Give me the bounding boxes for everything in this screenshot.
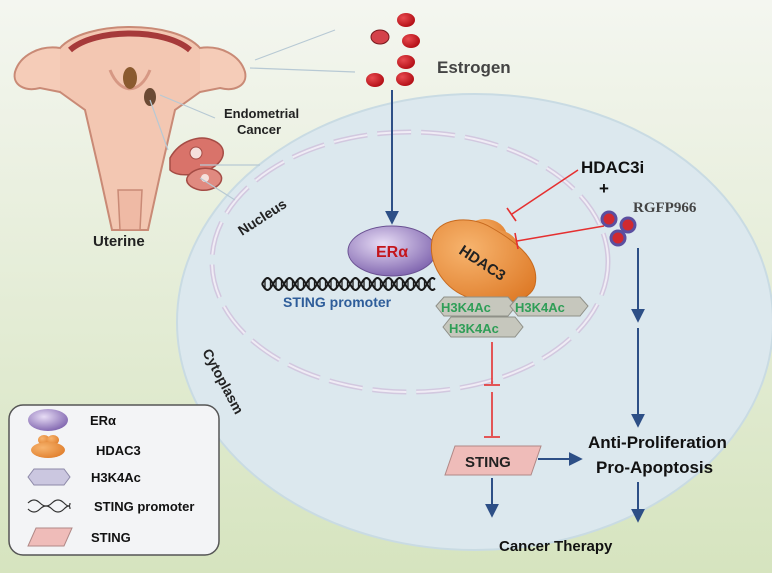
era-ellipse-icon [28,409,68,431]
uterine-label: Uterine [93,233,145,250]
nucleus-membrane-inner [211,131,609,393]
legend-label-hdac3: HDAC3 [96,443,141,458]
sting-parallelogram-icon [27,527,73,547]
legend-box [8,404,220,556]
sting-promoter-dna-icon [261,277,436,291]
estrogen-molecules-icon [366,13,420,87]
hdac3-protein [430,219,537,303]
uterus-icon [13,26,247,231]
pointer-lines [149,29,356,201]
anti-proliferation-label: Anti-Proliferation [588,433,727,452]
inhibition-lines [484,169,605,438]
legend: ERα HDAC3 H3K4Ac STING promoter STING [8,404,220,556]
endometrial-cancer-label-1: Endometrial [224,106,299,121]
hdac3i-label: HDAC3i [581,158,644,177]
era-label: ERα [376,244,408,261]
h3k4ac-group [435,296,589,338]
sting-box [444,445,542,476]
rgfp966-molecule-icon [600,210,637,247]
sting-label: STING [465,454,511,471]
activation-arrows [485,248,645,523]
cancer-therapy-label: Cancer Therapy [499,538,613,555]
sting-promoter-label: STING promoter [283,294,392,310]
h3k4ac-hexagon-icon [27,468,71,486]
legend-label-era: ERα [90,413,116,428]
legend-label-sting-promoter: STING promoter [94,499,194,514]
legend-label-h3k4ac: H3K4Ac [91,470,141,485]
endometrial-cancer-label-2: Cancer [237,122,281,137]
hdac3-shape-icon [31,435,65,458]
plus-sign: + [599,179,609,198]
legend-label-sting: STING [91,530,131,545]
h3k4ac-label-1: H3K4Ac [441,300,491,315]
h3k4ac-label-2: H3K4Ac [515,300,565,315]
h3k4ac-label-3: H3K4Ac [449,321,499,336]
rgfp966-label: RGFP966 [633,200,697,216]
dna-helix-icon [27,499,71,513]
pro-apoptosis-label: Pro-Apoptosis [596,458,713,477]
estrogen-label: Estrogen [437,58,511,77]
